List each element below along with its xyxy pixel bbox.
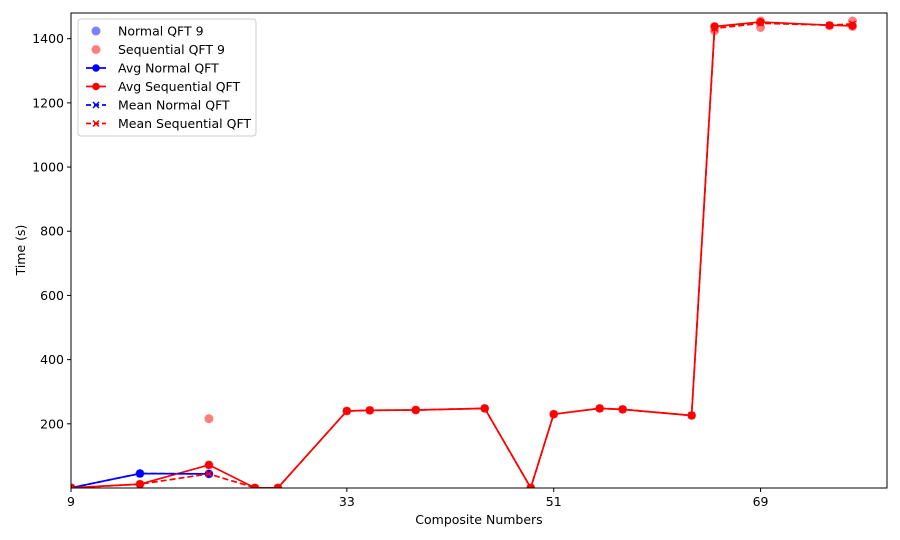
- plot-area: [71, 16, 858, 488]
- series-5-line: [71, 22, 853, 488]
- legend-label-4: Mean Normal QFT: [118, 98, 230, 113]
- legend-marker-2: [92, 64, 100, 72]
- series-5-marker: [205, 470, 213, 478]
- y-tick-label: 1200: [32, 95, 64, 110]
- series-5-marker: [481, 404, 489, 412]
- series-4-marker: [136, 470, 144, 478]
- x-tick-label: 33: [339, 494, 355, 509]
- series-5-marker: [711, 24, 719, 32]
- axis-layer: 9 33 51 69 200 400 600 800 1000 1200 1400: [32, 31, 768, 509]
- series-5-marker: [366, 406, 374, 414]
- legend-label-2: Avg Normal QFT: [118, 61, 219, 76]
- plot-frame: [70, 12, 888, 489]
- y-tick-label: 800: [40, 224, 64, 239]
- series-3-marker: [204, 460, 213, 469]
- series-1-point: [204, 414, 214, 424]
- legend-label-0: Normal QFT 9: [118, 24, 204, 39]
- series-5-marker: [412, 406, 420, 414]
- series-5-marker: [596, 404, 604, 412]
- series-5-marker: [848, 20, 857, 28]
- x-tick-label: 69: [753, 494, 769, 509]
- legend: Normal QFT 9 Sequential QFT 9 Avg Normal Q…: [77, 18, 257, 137]
- legend-label-5: Mean Sequential QFT: [118, 116, 251, 131]
- x-tick-label: 9: [67, 494, 75, 509]
- series-4-line: [71, 472, 209, 488]
- series-5-marker: [826, 21, 834, 29]
- series-5-marker: [757, 19, 765, 27]
- legend-label-1: Sequential QFT 9: [118, 42, 225, 57]
- series-5-marker: [136, 480, 144, 488]
- legend-marker-4: [92, 101, 100, 109]
- series-5-marker: [688, 411, 696, 419]
- series-5-marker: [550, 410, 558, 418]
- x-tick-label: 51: [546, 494, 562, 509]
- x-axis-label: Composite Numbers: [415, 512, 542, 527]
- y-tick-label: 600: [40, 288, 64, 303]
- legend-marker-3: [92, 82, 100, 91]
- series-5-marker: [71, 484, 75, 488]
- y-tick-label: 1000: [32, 160, 64, 175]
- y-tick-label: 400: [40, 352, 64, 367]
- series-5-marker: [619, 405, 627, 413]
- series-3-marker: [756, 17, 765, 26]
- series-5-marker: [343, 407, 351, 415]
- legend-label-3: Avg Sequential QFT: [118, 79, 241, 94]
- legend-marker-5: [92, 119, 100, 128]
- plot-layer: [71, 16, 858, 488]
- legend-handle-0: [91, 26, 101, 36]
- legend-handle-1: [91, 45, 101, 54]
- y-axis-label: Time (s): [13, 225, 28, 277]
- y-tick-label: 200: [40, 416, 64, 431]
- legend-box: [77, 18, 257, 137]
- y-tick-label: 1400: [32, 31, 64, 46]
